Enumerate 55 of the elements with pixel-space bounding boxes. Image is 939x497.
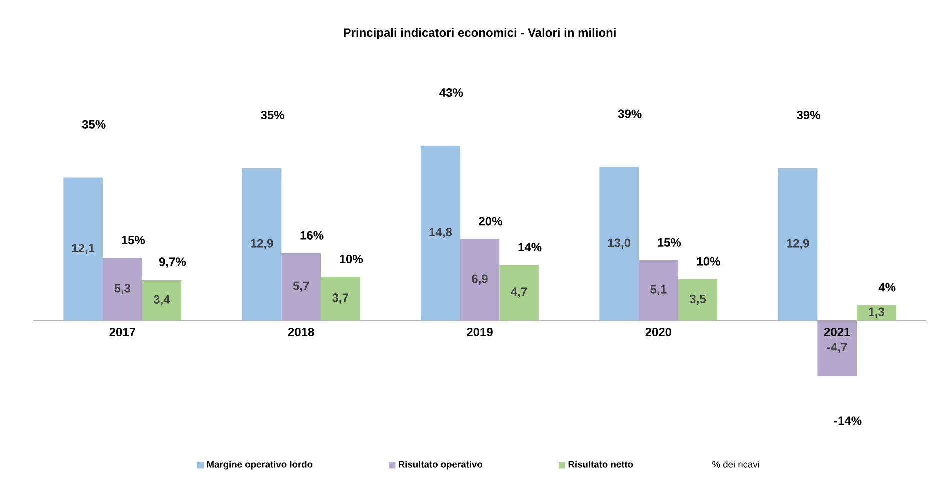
data-label: 5,3 [114,284,131,294]
bar [500,265,539,321]
annotation: 15% [658,238,682,247]
annotation: 15% [122,236,146,245]
x-tick-label: 2017 [110,328,136,336]
data-label: 6,9 [472,274,488,286]
bar [320,276,360,321]
annotation: 10% [340,254,364,264]
bar [778,168,818,321]
legend-label: Margine operativo lordo [207,461,313,470]
legend-label: Risultato operativo [398,461,483,470]
bar [856,305,896,321]
x-tick-label: 2021 [824,328,850,336]
data-label: 13,0 [608,238,631,250]
data-label: 3,7 [332,294,348,304]
bar [678,279,718,321]
data-label: 12,9 [787,239,810,250]
bar [460,239,500,321]
data-label: 3,5 [690,294,706,306]
data-label: 3,4 [154,295,170,306]
bar [282,253,321,321]
annotation: 20% [479,217,502,226]
data-label: 5,1 [650,285,667,296]
annotation: 14% [518,243,542,252]
data-label: 12,1 [72,244,95,254]
bar [421,146,460,321]
bar [242,168,282,321]
text: 43% [440,88,464,98]
text: 35% [82,120,106,129]
data-label: 4,7 [511,288,528,298]
data-label: -4,7 [827,343,848,354]
data-label: 5,7 [293,282,310,292]
text: 39% [618,110,642,118]
data-label: 14,8 [430,228,452,238]
bar [64,178,104,321]
annotation: 4% [878,283,896,292]
text: 39% [797,110,820,120]
bar [600,167,640,321]
annotation: 9,7% [159,258,186,268]
annotation: 10% [697,257,720,266]
bar [142,280,182,321]
text: 35% [261,110,284,120]
x-tick-label: 2019 [467,328,493,336]
text: % dei ricavi [712,461,760,468]
x-tick-label: 2018 [288,328,314,336]
legend-label: Risultato netto [568,461,634,468]
data-label: 12,9 [251,239,274,250]
chart-title: Principali indicatori economici - Valori in milioni [344,28,616,40]
bar [818,320,857,376]
annotation: 16% [300,231,324,240]
bar [103,258,142,321]
x-tick-label: 2020 [646,328,672,336]
text: -14% [834,416,862,426]
bar [639,260,678,321]
data-label: 1,3 [869,308,885,318]
